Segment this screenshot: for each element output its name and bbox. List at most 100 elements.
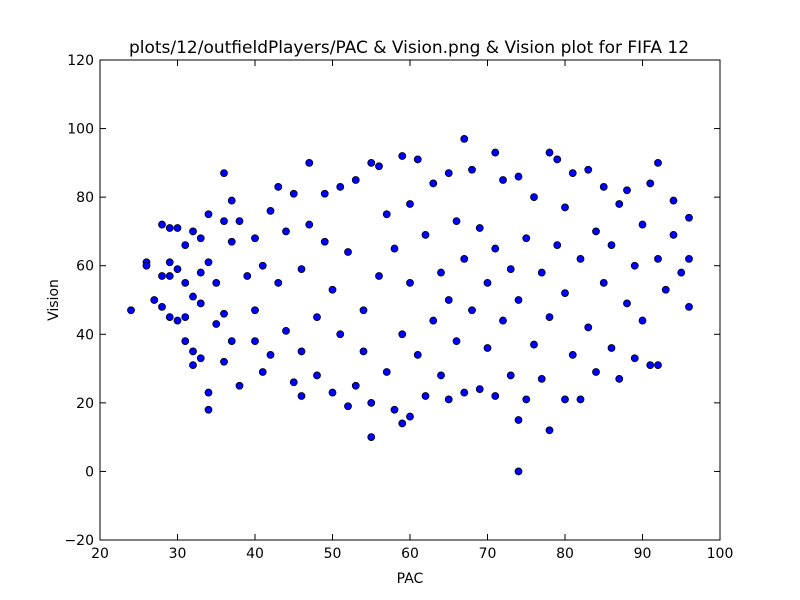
data-point — [243, 272, 252, 280]
x-tick-label: 20 — [91, 546, 109, 562]
data-point — [227, 337, 236, 346]
data-point — [553, 155, 562, 164]
data-point — [212, 320, 221, 328]
data-point — [429, 179, 438, 188]
data-point — [359, 347, 368, 356]
data-point — [444, 395, 453, 404]
data-point — [235, 217, 244, 226]
data-point — [359, 306, 368, 315]
data-point — [297, 392, 306, 400]
data-point — [142, 261, 151, 270]
y-tick-label: 120 — [67, 53, 94, 69]
data-point — [413, 155, 422, 164]
data-point — [491, 148, 500, 157]
data-point — [351, 176, 360, 184]
y-axis-label: Vision — [46, 279, 62, 321]
data-point — [553, 241, 562, 250]
data-point — [444, 169, 453, 178]
data-point — [685, 213, 693, 222]
data-point — [615, 200, 624, 208]
data-point — [336, 330, 345, 339]
data-point — [452, 217, 461, 226]
data-point — [545, 148, 554, 157]
data-point — [181, 313, 190, 322]
data-point — [398, 419, 407, 428]
data-point — [576, 254, 585, 263]
data-point — [460, 254, 469, 263]
data-point — [189, 227, 197, 236]
data-point — [313, 371, 321, 380]
y-tick-label: 20 — [76, 396, 94, 412]
data-point — [669, 230, 678, 239]
data-point — [568, 169, 577, 178]
data-point — [305, 158, 314, 167]
data-point — [429, 316, 438, 325]
data-point — [282, 326, 290, 335]
data-point — [654, 254, 662, 263]
data-point — [165, 224, 174, 232]
data-point — [251, 306, 259, 315]
data-point — [390, 244, 399, 253]
data-point — [491, 244, 500, 253]
data-point — [181, 241, 190, 250]
x-tick-label: 80 — [556, 546, 574, 562]
data-point — [258, 261, 267, 270]
x-tick-label: 90 — [634, 546, 652, 562]
data-point — [468, 306, 476, 315]
data-point — [623, 186, 631, 195]
data-point — [158, 272, 166, 280]
data-point — [452, 337, 461, 346]
data-point — [367, 398, 376, 407]
data-point — [251, 337, 259, 346]
data-point — [251, 234, 259, 243]
data-point — [204, 258, 213, 267]
data-point — [274, 278, 283, 287]
data-point — [615, 374, 624, 383]
data-point — [390, 405, 399, 414]
chart-title: plots/12/outfieldPlayers/PAC & Vision.pn… — [129, 38, 689, 58]
data-point — [382, 210, 391, 219]
data-point — [220, 217, 228, 226]
data-point — [212, 278, 221, 287]
data-point — [336, 182, 345, 191]
data-point — [630, 354, 639, 363]
data-point — [204, 210, 213, 219]
data-point — [592, 227, 600, 236]
data-point — [576, 395, 585, 404]
data-point — [235, 381, 244, 390]
x-tick-label: 40 — [246, 546, 264, 562]
data-point — [607, 241, 616, 250]
data-point — [584, 165, 593, 174]
data-point — [491, 392, 500, 400]
data-point — [514, 467, 523, 476]
data-point — [382, 368, 391, 376]
data-point — [514, 296, 523, 304]
data-point — [367, 158, 376, 167]
data-point — [685, 302, 693, 311]
data-point — [561, 203, 569, 212]
data-point — [437, 268, 445, 277]
data-point — [165, 272, 174, 280]
data-point — [468, 165, 476, 174]
data-point — [320, 189, 329, 198]
data-point — [406, 412, 414, 421]
y-tick-label: 100 — [67, 122, 94, 138]
data-point — [530, 340, 538, 349]
data-point — [181, 337, 190, 346]
data-point — [282, 227, 290, 236]
data-point — [181, 278, 190, 287]
data-point — [150, 296, 159, 304]
data-point — [274, 182, 283, 191]
data-point — [654, 158, 662, 167]
data-point — [654, 361, 662, 370]
data-point — [320, 237, 329, 246]
data-point — [227, 196, 236, 205]
data-point — [685, 254, 693, 263]
x-tick-label: 70 — [479, 546, 497, 562]
data-point — [398, 330, 407, 339]
data-point — [173, 316, 182, 325]
points-layer — [127, 134, 693, 476]
data-point — [328, 388, 337, 397]
